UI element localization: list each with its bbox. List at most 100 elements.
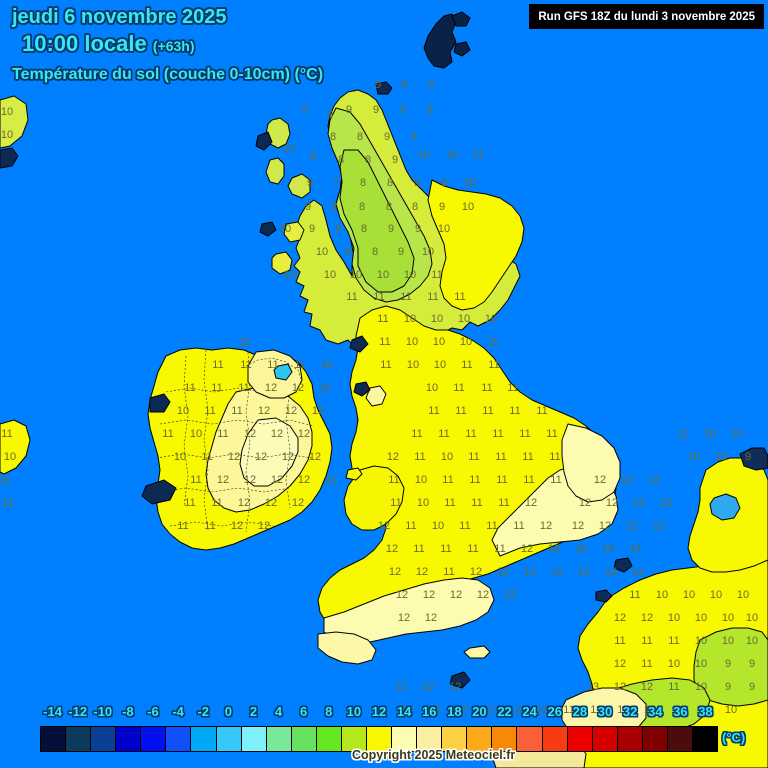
temperature-value: 9 [674,704,680,716]
temperature-value: 12 [425,612,437,624]
temperature-value: 10 [746,635,758,647]
legend-swatch [417,727,443,751]
shetland-east-islet [453,41,471,57]
temperature-value: 12 [606,497,618,509]
temperature-value: 12 [599,520,611,532]
thames-dark-islet [613,557,633,573]
temperature-value: 8 [338,154,344,166]
temperature-value: 9 [302,104,308,116]
temperature-value: 11 [629,589,640,601]
temperature-value: 12 [398,612,410,624]
temperature-value: 12 [605,566,617,578]
shetland-islands [423,13,457,69]
temperature-value: 12 [395,681,407,693]
isle-of-mull [283,221,305,243]
temperature-value: 10 [426,382,438,394]
temperature-value: 11 [267,359,278,371]
temperature-value: 11 [390,497,401,509]
temperature-value: 12 [633,497,645,509]
temperature-value: 11 [162,428,173,440]
temperature-value: 8 [386,201,392,213]
temperature-value: 11 [211,382,222,394]
outer-hebrides [265,117,291,149]
temperature-value: 11 [513,520,524,532]
legend-swatch [141,727,167,751]
temperature-value: 8 [365,154,371,166]
temperature-value: 11 [546,428,557,440]
wales-landmass [343,465,405,531]
temperature-value: 12 [271,428,283,440]
temperature-value: 11 [668,681,679,693]
temperature-value: 10 [418,149,430,161]
legend-tick: -10 [93,704,113,719]
temperature-value: 10 [746,612,758,624]
legend-swatch [191,727,217,751]
scotland-central-green [339,149,415,293]
legend-swatch [66,727,92,751]
temperature-value: 10 [710,589,722,601]
temperature-value: 12 [509,704,521,716]
temperature-value: 11 [442,474,453,486]
legend-tick: 22 [497,704,512,719]
temperature-value: 11 [471,497,482,509]
temperature-value: 11 [204,520,215,532]
legend-tick: -8 [122,704,134,719]
temperature-value: 11 [438,428,449,440]
temperature-value: 8 [360,177,366,189]
temperature-value: 10 [695,635,707,647]
temperature-value: 12 [621,474,633,486]
temperature-value: 11 [231,405,242,417]
temperature-value: 12 [265,497,277,509]
legend-swatch [592,727,618,751]
legend-tick: 16 [421,704,437,719]
land-masses [0,11,768,768]
temperature-value: 10 [695,681,707,693]
legend-color-bar[interactable] [40,726,718,752]
temperature-value: 10 [715,451,727,463]
temperature-value: 10 [407,359,419,371]
temperature-value: 10 [683,589,695,601]
temperature-value: 10 [316,246,328,258]
temperature-value: 10 [731,428,743,440]
temperature-value: 13 [629,543,641,555]
temperature-value: 8 [427,104,433,116]
temperature-value: 10 [441,451,453,463]
legend-swatch [392,727,418,751]
solway-dark-inlet [349,335,369,353]
temperature-value: 11 [482,405,493,417]
temperature-value: 10 [1,106,13,118]
temperature-value: 12 [285,405,297,417]
temperature-value: 12 [416,566,428,578]
isle-of-wight [463,645,491,659]
temperature-value: 8 [361,223,367,235]
temperature-value: 11 [443,566,454,578]
temperature-value: 11 [522,451,533,463]
temperature-value: 10 [656,589,668,601]
temperature-value: 12 [244,428,256,440]
temperature-value: 11 [212,359,223,371]
temperature-value: 11 [294,359,305,371]
temperature-value: 11 [668,635,679,647]
temperature-value: 9 [327,109,333,121]
legend-tick: 36 [673,704,688,719]
temperature-value: 12 [217,474,229,486]
shetland-north-islet [451,11,471,27]
temperature-value: 13 [602,543,614,555]
english-channel-dark-islet [449,671,471,689]
temperature-value: 12 [575,543,587,555]
legend-swatch [667,727,694,751]
temperature-value: 9 [749,681,755,693]
temperature-value: 11 [411,428,422,440]
legend-swatch [367,727,393,751]
temperature-value: 10 [464,177,476,189]
temperature-value: 9 [745,451,751,463]
temperature-value: 11 [190,474,201,486]
temperature-value: 12 [449,681,461,693]
legend-swatch [316,727,342,751]
legend-swatch [291,727,317,751]
temperature-value: 10 [279,223,291,235]
